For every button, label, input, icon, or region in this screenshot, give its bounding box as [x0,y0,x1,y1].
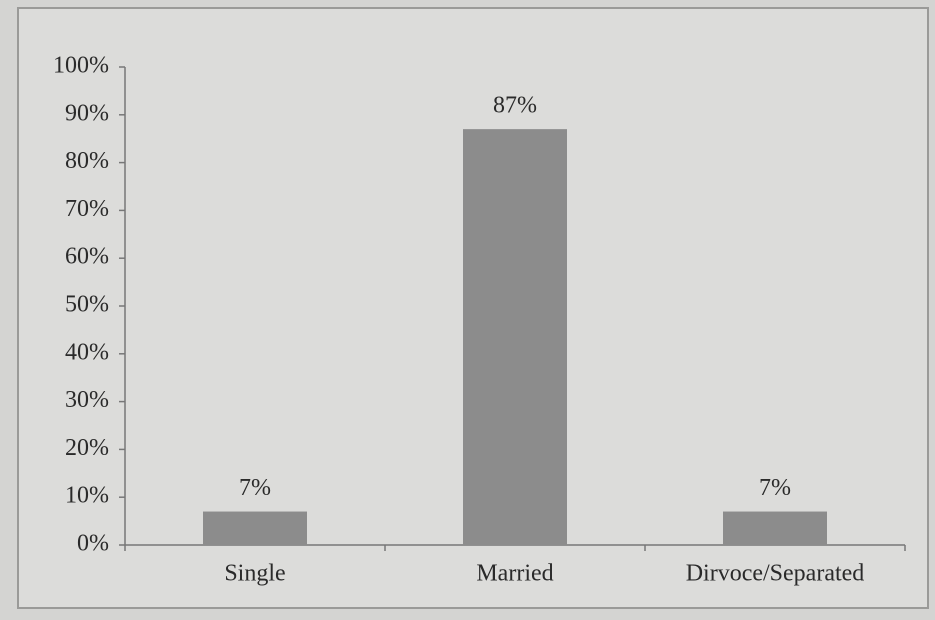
data-label: 7% [239,475,271,501]
data-label: 87% [493,93,537,119]
y-tick-label: 0% [77,531,109,557]
x-tick-label: Married [476,561,553,587]
x-tick-label: Dirvoce/Separated [686,561,865,587]
bar [203,511,307,545]
y-tick-label: 40% [65,339,109,365]
y-tick-label: 10% [65,483,109,509]
x-tick-label: Single [224,561,285,587]
y-tick-label: 90% [65,100,109,126]
y-tick-label: 100% [53,53,109,79]
bar [723,511,827,545]
data-label: 7% [759,475,791,501]
y-tick-label: 80% [65,148,109,174]
y-tick-label: 50% [65,292,109,318]
y-tick-label: 60% [65,244,109,270]
y-tick-label: 20% [65,435,109,461]
y-tick-label: 70% [65,196,109,222]
bar [463,129,567,545]
y-tick-label: 30% [65,387,109,413]
